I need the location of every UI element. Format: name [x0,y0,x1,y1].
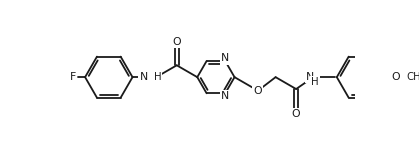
Text: N: N [221,54,229,64]
Text: O: O [391,72,400,82]
Text: N: N [221,91,229,101]
Text: H: H [311,77,319,87]
Text: O: O [253,86,262,96]
Text: O: O [292,109,300,119]
Text: N: N [140,72,148,82]
Text: O: O [173,37,181,47]
Text: H: H [154,72,161,82]
Text: F: F [70,72,76,82]
Text: CH₃: CH₃ [407,72,419,82]
Text: N: N [306,72,314,82]
